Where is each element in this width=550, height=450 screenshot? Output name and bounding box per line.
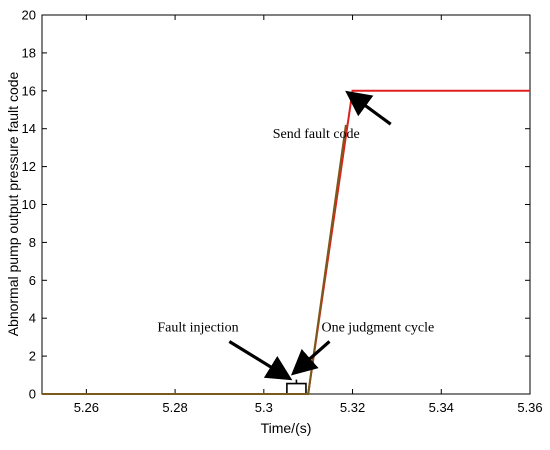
y-axis-label: Abnormal pump output pressure fault code — [5, 71, 21, 336]
y-tick-label: 14 — [22, 121, 36, 136]
annotation-text: Fault injection — [157, 320, 238, 335]
x-axis-label: Time/(s) — [261, 420, 312, 436]
y-tick-label: 6 — [29, 273, 36, 288]
y-tick-label: 10 — [22, 197, 36, 212]
y-tick-label: 20 — [22, 8, 36, 23]
y-tick-label: 4 — [29, 311, 36, 326]
x-tick-label: 5.26 — [74, 400, 99, 415]
y-tick-label: 2 — [29, 349, 36, 364]
x-tick-label: 5.3 — [255, 400, 273, 415]
x-tick-label: 5.36 — [517, 400, 542, 415]
annotation-text: Send fault code — [273, 127, 360, 142]
y-tick-label: 18 — [22, 45, 36, 60]
y-tick-label: 12 — [22, 159, 36, 174]
x-tick-label: 5.32 — [340, 400, 365, 415]
y-tick-label: 0 — [29, 387, 36, 402]
annotation-text: One judgment cycle — [321, 320, 434, 335]
y-tick-label: 16 — [22, 83, 36, 98]
y-tick-label: 8 — [29, 235, 36, 250]
x-tick-label: 5.28 — [162, 400, 187, 415]
plot-area — [42, 15, 530, 394]
x-tick-label: 5.34 — [429, 400, 454, 415]
